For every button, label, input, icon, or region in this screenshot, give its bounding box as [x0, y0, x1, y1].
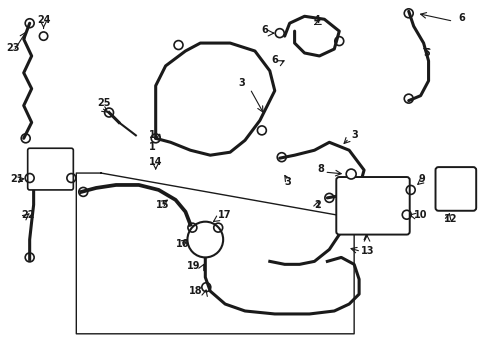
- Text: 1: 1: [148, 142, 155, 152]
- Text: 6: 6: [262, 25, 268, 35]
- Text: 3: 3: [350, 130, 357, 140]
- FancyBboxPatch shape: [435, 167, 475, 211]
- Text: 8: 8: [317, 164, 324, 174]
- Circle shape: [187, 222, 223, 257]
- Text: 15: 15: [155, 200, 169, 210]
- FancyBboxPatch shape: [28, 148, 73, 190]
- Text: 13: 13: [360, 247, 374, 256]
- Text: 6: 6: [271, 55, 278, 65]
- Text: 9: 9: [418, 174, 425, 184]
- Text: 5: 5: [423, 48, 429, 58]
- FancyBboxPatch shape: [336, 177, 409, 235]
- Text: 17: 17: [218, 210, 231, 220]
- Text: 3: 3: [238, 78, 244, 88]
- Text: 6: 6: [457, 13, 464, 23]
- Text: 20: 20: [40, 151, 52, 160]
- Text: 24: 24: [37, 15, 50, 25]
- Text: 10: 10: [413, 210, 427, 220]
- Text: 3: 3: [284, 177, 290, 187]
- Text: 14: 14: [149, 157, 162, 167]
- Text: 23: 23: [6, 43, 20, 53]
- Text: 16: 16: [175, 239, 189, 249]
- Text: 7: 7: [360, 231, 367, 242]
- Text: 21: 21: [10, 174, 23, 184]
- Text: 1: 1: [149, 130, 155, 140]
- Text: 12: 12: [443, 214, 456, 224]
- Text: 2: 2: [313, 200, 320, 210]
- Circle shape: [346, 169, 355, 179]
- Text: 22: 22: [21, 210, 35, 220]
- Text: 19: 19: [186, 261, 200, 271]
- Text: 11: 11: [448, 174, 462, 184]
- Text: 18: 18: [188, 286, 202, 296]
- Text: 4: 4: [313, 15, 320, 25]
- Text: 20: 20: [45, 165, 58, 175]
- Text: 25: 25: [97, 98, 110, 108]
